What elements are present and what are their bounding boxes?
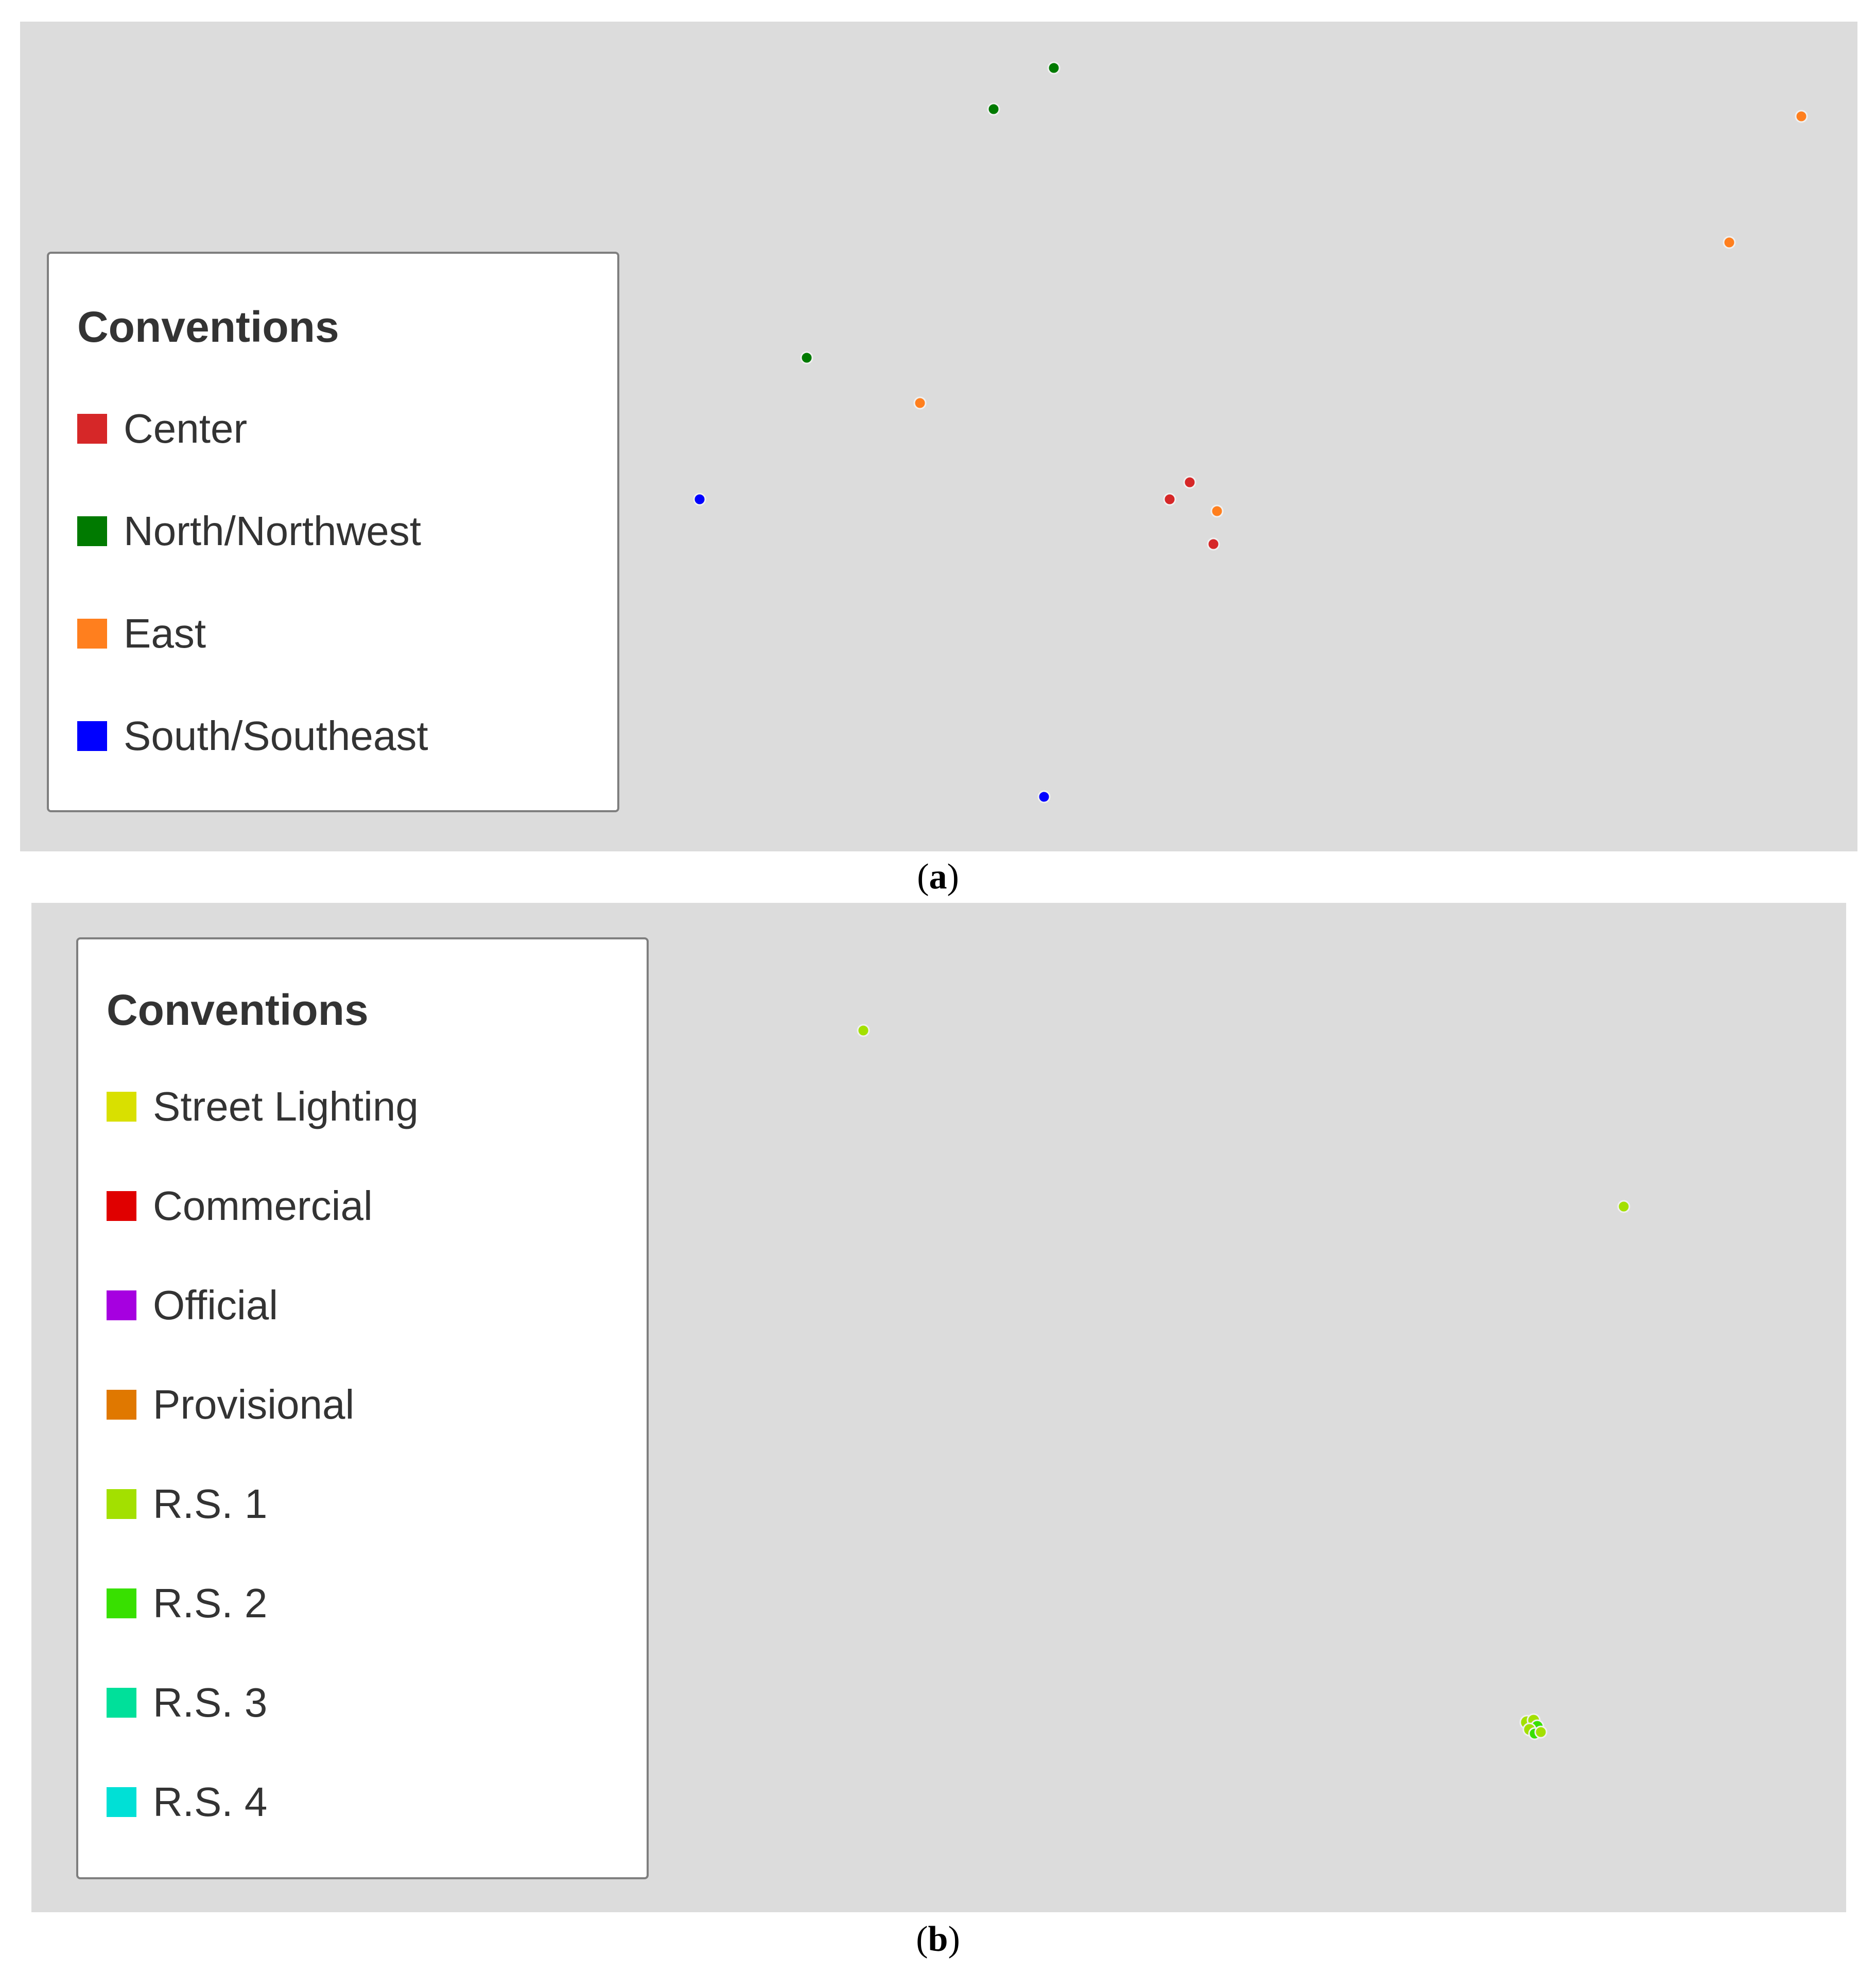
legend-item-provisional: Provisional [107, 1384, 354, 1425]
map-marker[interactable] [1163, 493, 1176, 506]
map-marker[interactable] [1183, 476, 1196, 489]
legend-swatch [107, 1489, 136, 1519]
map-marker[interactable] [1037, 790, 1051, 803]
legend-swatch [107, 1688, 136, 1718]
caption-b: (b) [916, 1919, 960, 1959]
legend-label: R.S. 3 [153, 1680, 268, 1725]
legend-item-center: Center [77, 408, 247, 449]
legend-swatch [107, 1191, 136, 1221]
legend-swatch [107, 1588, 136, 1618]
map-marker[interactable] [1795, 110, 1808, 123]
legend-item-south-southeast: South/Southeast [77, 715, 428, 757]
legend-a: Conventions Center North/Northwest East Sou… [47, 252, 619, 812]
map-marker[interactable] [1723, 236, 1736, 249]
legend-item-official: Official [107, 1285, 278, 1326]
map-marker[interactable] [1210, 504, 1224, 518]
map-marker[interactable] [913, 396, 927, 410]
legend-swatch [107, 1787, 136, 1817]
legend-label: R.S. 2 [153, 1580, 268, 1626]
map-marker[interactable] [1534, 1725, 1548, 1739]
caption-a: (a) [917, 857, 959, 897]
legend-item-r-s-1: R.S. 1 [107, 1483, 267, 1525]
legend-swatch [77, 721, 107, 751]
map-marker[interactable] [1617, 1200, 1630, 1213]
map-marker[interactable] [987, 102, 1000, 116]
legend-label: South/Southeast [124, 713, 428, 759]
legend-item-commercial: Commercial [107, 1185, 373, 1227]
map-panel-a[interactable]: Conventions Center North/Northwest East Sou… [20, 22, 1857, 851]
legend-item-east: East [77, 613, 206, 654]
map-marker[interactable] [693, 493, 706, 506]
map-canvas-b[interactable] [31, 903, 1846, 1912]
legend-item-r-s-4: R.S. 4 [107, 1781, 267, 1823]
map-panel-b[interactable]: Conventions Street Lighting Commercial Off… [31, 903, 1846, 1912]
legend-title: Conventions [77, 303, 339, 351]
map-marker[interactable] [800, 351, 813, 364]
legend-swatch [77, 516, 107, 546]
map-marker[interactable] [1047, 61, 1061, 75]
legend-label: Provisional [153, 1382, 355, 1427]
legend-item-street-lighting: Street Lighting [107, 1086, 419, 1127]
map-marker[interactable] [857, 1024, 870, 1037]
legend-label: Commercial [153, 1183, 373, 1229]
legend-item-r-s-3: R.S. 3 [107, 1682, 267, 1723]
legend-swatch [107, 1390, 136, 1420]
map-marker[interactable] [1207, 537, 1220, 551]
legend-item-north-northwest: North/Northwest [77, 511, 421, 552]
legend-swatch [107, 1290, 136, 1320]
legend-label: Street Lighting [153, 1084, 419, 1129]
legend-label: R.S. 4 [153, 1779, 268, 1825]
legend-item-r-s-2: R.S. 2 [107, 1583, 267, 1624]
map-canvas-a[interactable] [20, 22, 1857, 851]
legend-label: Official [153, 1282, 279, 1328]
legend-title: Conventions [107, 986, 369, 1034]
legend-label: East [124, 610, 206, 656]
legend-label: R.S. 1 [153, 1481, 268, 1527]
legend-label: Center [124, 406, 248, 451]
legend-swatch [107, 1092, 136, 1122]
legend-swatch [77, 619, 107, 649]
legend-b: Conventions Street Lighting Commercial Off… [76, 937, 649, 1879]
legend-label: North/Northwest [124, 508, 421, 554]
legend-swatch [77, 414, 107, 444]
